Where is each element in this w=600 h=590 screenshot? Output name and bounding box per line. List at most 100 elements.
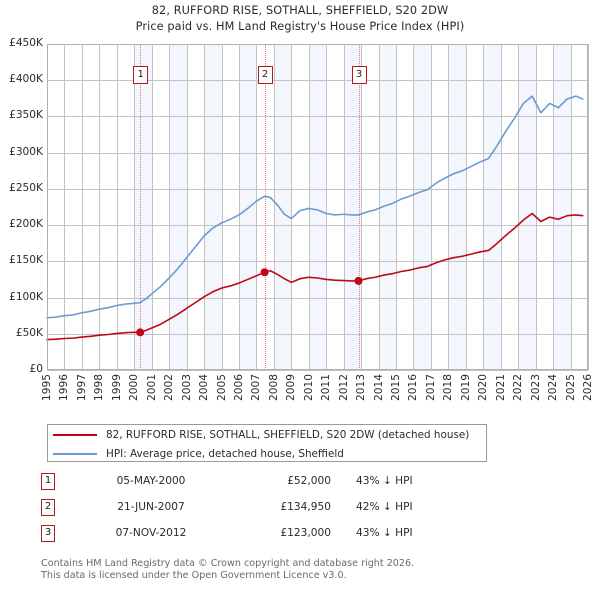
row-date: 05-MAY-2000 [116, 475, 186, 487]
x-axis-label: 2006 [232, 374, 245, 401]
legend-swatch-property [53, 433, 97, 436]
x-axis-label: 2011 [320, 374, 333, 401]
gridline-horizontal [47, 225, 588, 226]
x-axis-label: 2005 [215, 374, 228, 401]
x-axis-label: 2026 [582, 374, 594, 401]
gridline-vertical [82, 44, 83, 370]
gridline-vertical [448, 44, 449, 370]
legend-item-hpi: HPI: Average price, detached house, Shef… [48, 444, 486, 463]
gridline-vertical [152, 44, 153, 370]
gridline-vertical [396, 44, 397, 370]
row-index-badge: 2 [41, 499, 55, 516]
year-band [413, 44, 431, 370]
y-axis-label: £150K [9, 254, 43, 267]
year-band [483, 44, 501, 370]
title-line-2: Price paid vs. HM Land Registry's House … [135, 20, 465, 33]
year-band [169, 44, 187, 370]
x-axis-label: 2020 [477, 374, 490, 401]
x-axis-label: 2017 [424, 374, 437, 401]
gridline-vertical [344, 44, 345, 370]
transaction-point-3[interactable] [354, 276, 363, 285]
x-axis-label: 2024 [547, 374, 560, 401]
gridline-vertical [413, 44, 414, 370]
gridline-vertical [117, 44, 118, 370]
gridline-vertical [309, 44, 310, 370]
gridline-vertical [187, 44, 188, 370]
x-axis-label: 2000 [128, 374, 141, 401]
gridline-horizontal [47, 80, 588, 81]
property-price-line [46, 212, 584, 341]
transaction-point-2[interactable] [260, 268, 269, 277]
price-chart: 1 2 3 [46, 44, 589, 371]
table-row[interactable]: 3 07-NOV-2012 £123,000 43% ↓ HPI [41, 524, 501, 550]
transaction-point-1[interactable] [136, 328, 145, 337]
year-band [448, 44, 466, 370]
x-axis-label: 2007 [250, 374, 263, 401]
y-axis-label: £350K [9, 109, 43, 122]
footer-line-1: Contains HM Land Registry data © Crown c… [41, 558, 415, 569]
gridline-vertical [222, 44, 223, 370]
gridline-vertical [571, 44, 572, 370]
x-axis-label: 2016 [407, 374, 420, 401]
event-flag-2[interactable]: 2 [257, 66, 273, 84]
row-hpi-delta: 43% ↓ HPI [356, 475, 413, 487]
row-price: £123,000 [280, 527, 331, 539]
year-band [204, 44, 222, 370]
event-rule-3 [358, 44, 360, 370]
gridline-vertical [553, 44, 554, 370]
event-flag-3[interactable]: 3 [351, 66, 367, 84]
gridline-vertical [588, 44, 589, 370]
y-axis-label: £300K [9, 145, 43, 158]
gridline-vertical [64, 44, 65, 370]
year-band [134, 44, 152, 370]
x-axis-label: 2013 [355, 374, 368, 401]
table-row[interactable]: 1 05-MAY-2000 £52,000 43% ↓ HPI [41, 472, 501, 498]
x-axis-label: 2003 [180, 374, 193, 401]
x-axis-label: 2018 [442, 374, 455, 401]
row-hpi-delta: 42% ↓ HPI [356, 501, 413, 513]
gridline-vertical [466, 44, 467, 370]
table-row[interactable]: 2 21-JUN-2007 £134,950 42% ↓ HPI [41, 498, 501, 524]
gridline-vertical [239, 44, 240, 370]
legend-swatch-hpi [53, 452, 97, 455]
footer: Contains HM Land Registry data © Crown c… [41, 558, 561, 581]
row-index-badge: 1 [41, 473, 55, 490]
year-band [553, 44, 571, 370]
legend-label-hpi: HPI: Average price, detached house, Shef… [106, 447, 344, 460]
year-band [378, 44, 397, 370]
row-hpi-delta: 43% ↓ HPI [356, 527, 413, 539]
x-axis-label: 2023 [529, 374, 542, 401]
row-date: 21-JUN-2007 [117, 501, 185, 513]
x-axis-label: 1996 [58, 374, 71, 401]
page-title: 82, RUFFORD RISE, SOTHALL, SHEFFIELD, S2… [0, 3, 600, 35]
chart-legend: 82, RUFFORD RISE, SOTHALL, SHEFFIELD, S2… [47, 424, 487, 462]
year-band [273, 44, 292, 370]
event-flag-1[interactable]: 1 [133, 66, 149, 84]
gridline-vertical [134, 44, 135, 370]
gridline-vertical [99, 44, 100, 370]
x-axis-label: 1997 [75, 374, 88, 401]
y-axis-label: £250K [9, 181, 43, 194]
gridline-vertical [361, 44, 362, 370]
y-axis-label: £100K [9, 290, 43, 303]
row-date: 07-NOV-2012 [115, 527, 187, 539]
y-axis-label: £200K [9, 218, 43, 231]
legend-item-property: 82, RUFFORD RISE, SOTHALL, SHEFFIELD, S2… [48, 425, 486, 444]
gridline-vertical [501, 44, 502, 370]
x-axis-label: 1995 [41, 374, 53, 401]
x-axis-label: 2001 [145, 374, 158, 401]
x-axis-label: 2002 [163, 374, 176, 401]
x-axis-label: 2019 [459, 374, 472, 401]
gridline-horizontal [47, 189, 588, 190]
gridline-vertical [256, 44, 257, 370]
gridline-vertical [274, 44, 275, 370]
x-axis-label: 1999 [110, 374, 123, 401]
year-band [308, 44, 327, 370]
legend-label-property: 82, RUFFORD RISE, SOTHALL, SHEFFIELD, S2… [106, 428, 470, 441]
gridline-vertical [169, 44, 170, 370]
gridline-horizontal [47, 334, 588, 335]
gridline-horizontal [47, 116, 588, 117]
x-axis-label: 1998 [93, 374, 106, 401]
title-line-1: 82, RUFFORD RISE, SOTHALL, SHEFFIELD, S2… [151, 4, 449, 17]
gridline-vertical [518, 44, 519, 370]
